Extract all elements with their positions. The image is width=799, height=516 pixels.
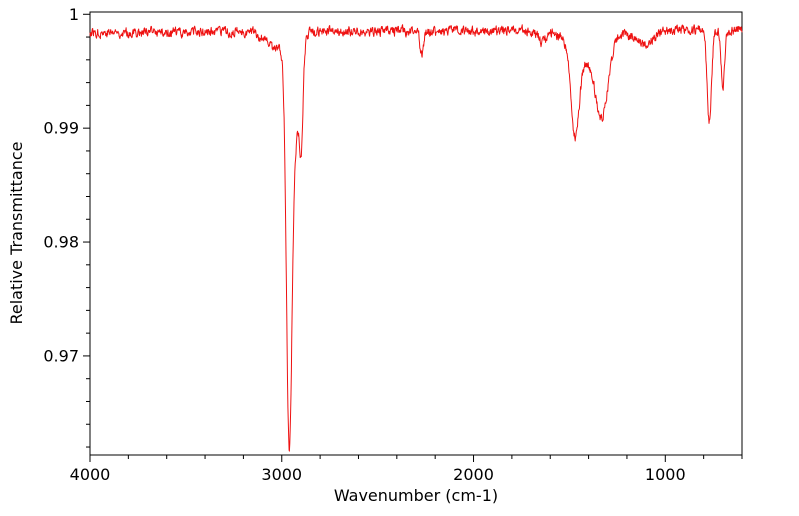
y-tick-label: 0.99 <box>43 119 79 138</box>
y-tick-label: 0.98 <box>43 233 79 252</box>
x-tick-label: 3000 <box>261 465 302 484</box>
plot-border <box>89 11 743 456</box>
x-tick-label: 1000 <box>645 465 686 484</box>
x-tick-label: 4000 <box>70 465 111 484</box>
y-tick-label: 1 <box>69 5 79 24</box>
spectrum-line <box>89 24 743 452</box>
y-axis-label: Relative Transmittance <box>7 141 26 324</box>
y-tick-label: 0.97 <box>43 346 79 365</box>
x-tick-label: 2000 <box>453 465 494 484</box>
x-axis-label: Wavenumber (cm-1) <box>334 486 498 505</box>
